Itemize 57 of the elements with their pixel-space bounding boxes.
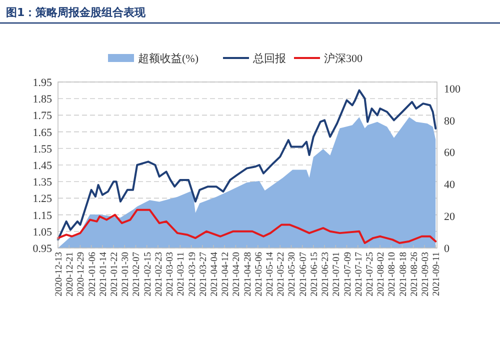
- y2-tick-label: 20: [444, 211, 456, 224]
- x-tick-label: 2021-04-20: [232, 252, 242, 296]
- legend-label: 总回报: [252, 52, 286, 65]
- y-tick-label: 1.85: [32, 94, 52, 106]
- x-tick-label: 2021-04-04: [210, 252, 220, 296]
- x-tick-label: 2021-02-15: [143, 252, 154, 296]
- x-tick-label: 2021-05-06: [254, 252, 264, 296]
- x-tick-label: 2021-05-14: [266, 252, 276, 296]
- x-tick-label: 2021-08-26: [410, 252, 420, 296]
- x-tick-label: 2021-05-22: [276, 252, 287, 296]
- x-tick-label: 2021-09-03: [421, 252, 432, 296]
- y-tick-label: 1.25: [32, 193, 52, 206]
- x-tick-label: 2021-06-07: [298, 252, 309, 296]
- y-tick-label: 0.95: [32, 243, 52, 255]
- x-tick-label: 2021-09-11: [432, 252, 442, 296]
- y2-tick-label: 100: [444, 83, 461, 96]
- y2-tick-label: 80: [444, 115, 456, 128]
- chart-title: 图1：策略周报金股组合表现: [6, 6, 147, 19]
- x-tick-label: 2021-06-15: [310, 252, 320, 296]
- x-tick-label: 2021-02-23: [154, 252, 164, 296]
- x-tick-label: 2021-08-18: [398, 252, 409, 296]
- y-tick-label: 1.65: [32, 126, 52, 139]
- x-tick-label: 2021-03-11: [176, 252, 187, 296]
- y-tick-label: 1.75: [32, 110, 52, 122]
- x-tick-label: 2020-12-29: [76, 252, 87, 296]
- x-tick-label: 2021-03-19: [188, 252, 198, 296]
- y2-tick-label: 0: [444, 243, 450, 255]
- x-tick-label: 2021-07-01: [332, 252, 342, 296]
- x-tick-label: 2021-01-22: [110, 252, 120, 296]
- x-tick-label: 2021-07-17: [354, 252, 364, 296]
- y-tick-label: 1.45: [32, 160, 52, 172]
- title: 图1：策略周报金股组合表现: [0, 6, 500, 24]
- x-tick-label: 2021-08-10: [388, 252, 398, 296]
- x-tick-label: 2021-04-28: [243, 252, 254, 296]
- x-tick-label: 2021-07-25: [365, 252, 376, 296]
- x-tick-label: 2020-12-21: [66, 252, 76, 296]
- x-tick-label: 2021-01-06: [88, 252, 98, 296]
- x-tick-label: 2021-04-12: [221, 252, 232, 296]
- x-tick-label: 2021-08-02: [376, 252, 387, 296]
- x-tick-label: 2021-07-09: [343, 252, 354, 296]
- y-tick-label: 1.35: [32, 176, 52, 189]
- x-tick-label: 2021-05-30: [288, 252, 298, 296]
- x-tick-label: 2020-12-13: [54, 252, 64, 296]
- x-tick-label: 2021-01-30: [121, 252, 132, 296]
- x-tick-label: 2021-03-03: [166, 252, 176, 296]
- x-tick-label: 2021-02-07: [132, 252, 142, 296]
- y2-tick-label: 60: [444, 147, 456, 160]
- y2-tick-label: 40: [444, 179, 456, 192]
- legend-label: 沪深300: [324, 52, 363, 65]
- y-tick-label: 1.05: [32, 226, 52, 238]
- y-tick-label: 1.95: [32, 77, 52, 89]
- x-tick-label: 2021-01-14: [98, 252, 109, 296]
- x-tick-label: 2021-03-27: [198, 252, 209, 296]
- y-tick-label: 1.15: [32, 210, 52, 222]
- legend-label: 超额收益(%): [138, 52, 199, 65]
- x-tick-label: 2021-06-23: [321, 252, 332, 296]
- y-tick-label: 1.55: [32, 143, 52, 156]
